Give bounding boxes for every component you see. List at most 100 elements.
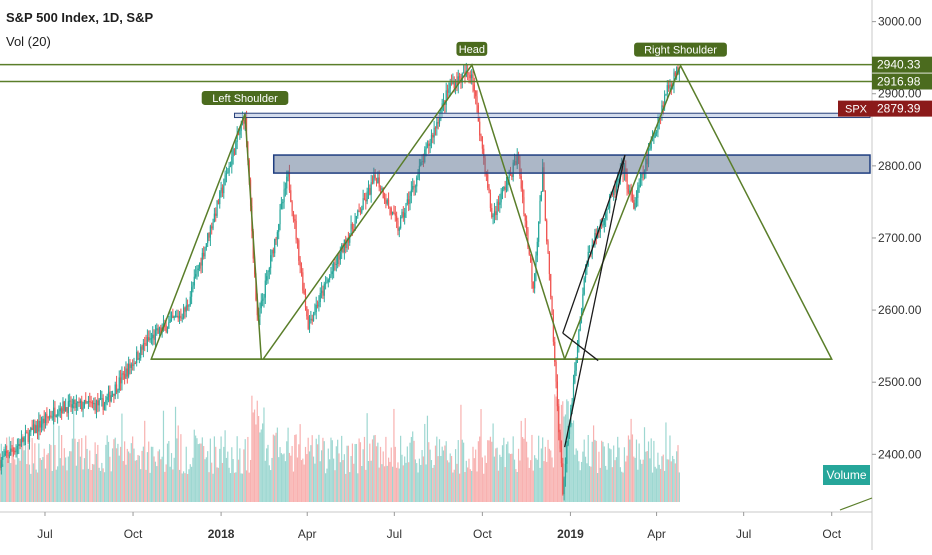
candle-body	[379, 187, 382, 190]
last-price-badge	[872, 100, 932, 117]
candle-body	[495, 211, 497, 216]
volume-bar	[408, 462, 410, 502]
candle-body	[416, 177, 418, 187]
volume-bar	[236, 436, 238, 502]
candle-body	[369, 188, 371, 195]
x-tick-label: Apr	[647, 527, 666, 541]
volume-bar	[350, 456, 352, 502]
candle-body	[38, 420, 40, 432]
volume-bar	[617, 436, 619, 502]
volume-bar	[418, 458, 420, 502]
volume-bar	[239, 448, 241, 502]
candle-body	[339, 251, 341, 260]
volume-bar	[304, 446, 307, 502]
volume-bar	[181, 473, 183, 502]
candle-body	[548, 252, 550, 275]
volume-bar	[621, 471, 623, 502]
volume-bar	[51, 470, 53, 502]
volume-bar	[626, 455, 628, 502]
candle-body	[386, 199, 388, 204]
candle-body	[322, 290, 324, 296]
volume-bar	[409, 442, 411, 502]
candle-body	[65, 407, 67, 412]
volume-bar	[353, 463, 355, 502]
volume-bar	[142, 446, 144, 502]
volume-bar	[287, 427, 289, 502]
volume-bar	[544, 446, 546, 502]
candle-body	[655, 132, 658, 134]
volume-bar	[343, 454, 345, 502]
volume-bar	[517, 448, 520, 502]
candle-body	[195, 274, 197, 277]
volume-bar	[472, 446, 474, 502]
candle-body	[471, 74, 473, 79]
volume-bar	[574, 454, 576, 502]
candle-body	[396, 215, 398, 221]
candle-body	[286, 176, 288, 189]
volume-bar	[575, 448, 577, 502]
pattern-triangle	[261, 63, 566, 360]
candle-body	[562, 463, 564, 495]
volume-bar	[481, 457, 483, 502]
volume-bar	[291, 446, 293, 502]
candle-body	[463, 72, 465, 74]
volume-bar	[47, 453, 49, 502]
candle-body	[383, 198, 386, 201]
volume-bar	[424, 423, 426, 502]
candle-body	[520, 175, 522, 189]
volume-trend-stub	[839, 497, 873, 511]
candle-body	[326, 282, 328, 284]
candle-body	[51, 416, 53, 418]
volume-bar	[622, 472, 624, 502]
volume-bar	[576, 450, 579, 502]
volume-bar	[258, 415, 260, 502]
volume-bar	[387, 457, 390, 502]
volume-bar	[543, 461, 545, 502]
volume-bar	[369, 443, 371, 502]
candle-body	[614, 187, 616, 193]
volume-bar	[303, 464, 305, 502]
volume-bar	[235, 472, 237, 502]
volume-bar	[105, 444, 107, 502]
candle-body	[94, 403, 96, 411]
candle-body	[329, 276, 331, 280]
candle-body	[46, 413, 48, 418]
volume-bar	[115, 448, 118, 502]
candle-body	[374, 174, 376, 179]
volume-bar	[375, 446, 378, 502]
candle-body	[480, 135, 482, 137]
volume-bar	[355, 443, 358, 502]
candle-body	[67, 401, 69, 414]
candle-body	[668, 85, 670, 89]
candle-body	[666, 85, 668, 94]
candle-body	[664, 95, 666, 108]
volume-bar	[165, 464, 167, 502]
volume-bar	[193, 429, 195, 502]
candle-body	[500, 192, 502, 203]
volume-bar	[520, 420, 522, 502]
candle-body	[111, 393, 114, 396]
volume-bar	[338, 453, 340, 502]
symbol-label: SPX	[845, 104, 868, 116]
candle-body	[599, 224, 601, 233]
candle-body	[538, 221, 540, 242]
candle-body	[66, 407, 68, 414]
candle-body	[0, 459, 2, 469]
candle-body	[615, 181, 617, 193]
candle-body	[298, 240, 300, 261]
candle-body	[413, 186, 415, 188]
volume-bar	[271, 457, 273, 502]
candle-body	[571, 402, 573, 409]
candle-body	[296, 239, 299, 241]
candle-body	[316, 304, 319, 307]
volume-bar	[259, 432, 261, 502]
candle-body	[7, 452, 9, 456]
candle-body	[259, 308, 261, 317]
candle-body	[572, 382, 575, 403]
candle-body	[547, 241, 549, 253]
candle-body	[203, 252, 205, 257]
volume-indicator-label: Vol (20)	[6, 34, 51, 49]
volume-bar	[515, 469, 517, 502]
volume-bar	[638, 443, 640, 502]
